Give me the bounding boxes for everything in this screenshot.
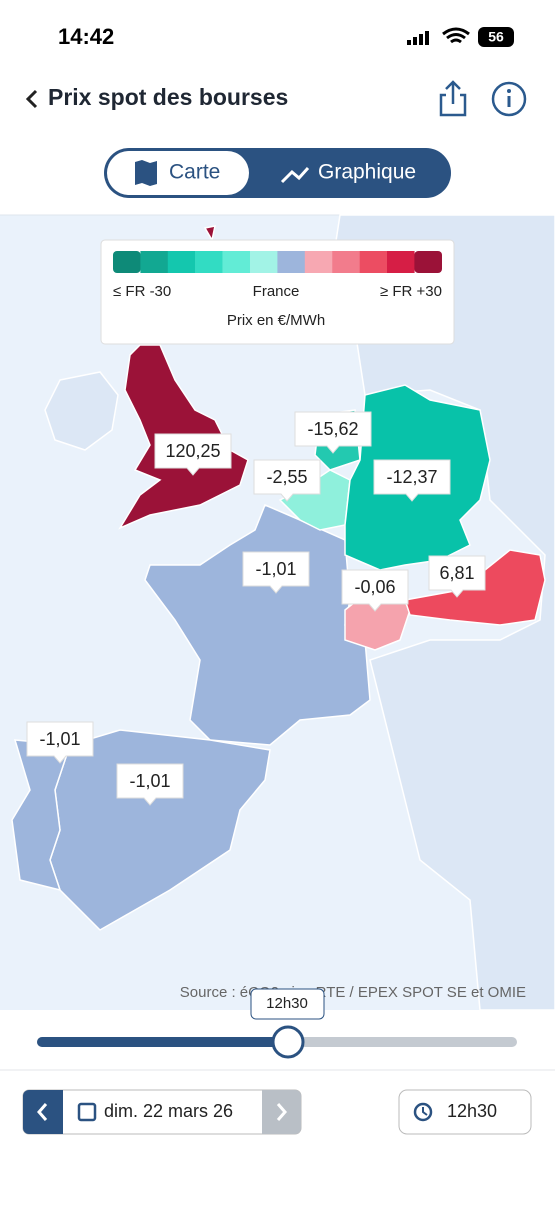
prev-day-button[interactable] [23, 1090, 63, 1134]
wifi-icon [442, 27, 470, 44]
price-label: -0,06 [354, 577, 395, 597]
signal-icon [407, 31, 429, 45]
info-button[interactable] [491, 81, 527, 117]
label-box [154, 433, 232, 476]
clock-hand [422, 1107, 428, 1116]
status-time: 14:42 [58, 24, 114, 49]
legend-swatch [277, 251, 305, 273]
price-label: -2,55 [266, 467, 307, 487]
label-box [242, 551, 310, 594]
legend-swatch [167, 251, 196, 273]
price-label: -1,01 [39, 729, 80, 749]
legend-swatch [250, 251, 278, 273]
time-picker[interactable] [398, 1089, 532, 1135]
map-icon [135, 160, 157, 186]
price-label: -15,62 [307, 419, 358, 439]
legend-unit: Prix en €/MWh [227, 312, 325, 329]
legend-label: France [253, 283, 300, 300]
legend-label: ≤ FR -30 [113, 283, 171, 300]
legend-swatch [140, 251, 168, 273]
legend-swatch [113, 251, 141, 273]
prev-icon [37, 1103, 48, 1121]
slider-fill [37, 1037, 288, 1047]
legend-swatch [414, 251, 442, 273]
label-box [341, 569, 409, 612]
next-day-button[interactable] [262, 1090, 301, 1134]
label-box [253, 459, 321, 502]
slider-tooltip-text: 12h30 [266, 995, 308, 1012]
legend-label: ≥ FR +30 [380, 283, 442, 300]
country [11, 739, 72, 892]
battery-icon [478, 27, 514, 47]
battery-level: 56 [488, 29, 504, 45]
tab-label[interactable]: Carte [169, 161, 220, 184]
slider-thumb[interactable] [271, 1025, 305, 1059]
source: Source : éCO2mix - RTE / EPEX SPOT SE et… [180, 984, 526, 1001]
legend: ≤ FR -30 France ≥ FR +30 Prix en €/MWh [100, 239, 455, 345]
next-icon [276, 1103, 287, 1121]
date-text[interactable]: dim. 22 mars 26 [104, 1101, 233, 1121]
label-box [428, 555, 486, 598]
calendar-icon [77, 1102, 97, 1122]
price-label: -1,01 [255, 559, 296, 579]
land [44, 371, 119, 451]
label-box [26, 721, 94, 764]
price-label: -12,37 [386, 467, 437, 487]
legend-swatch [332, 251, 360, 273]
time-text[interactable]: 12h30 [447, 1101, 497, 1121]
legend-swatch [359, 251, 388, 273]
header-title: Prix spot des bourses [48, 84, 288, 110]
price-label: -1,01 [129, 771, 170, 791]
back-button[interactable] [25, 89, 38, 109]
price-label: 120,25 [165, 441, 220, 461]
clock-icon [413, 1102, 433, 1122]
label-box [373, 459, 451, 502]
map [11, 214, 555, 1011]
label-box [294, 411, 372, 454]
share-button[interactable] [439, 80, 467, 117]
tab-label[interactable]: Graphique [318, 161, 416, 184]
price-label: 6,81 [439, 563, 474, 583]
chart-icon [280, 166, 310, 184]
legend-swatch [387, 251, 415, 273]
label-box [116, 763, 184, 806]
legend-swatch [222, 251, 251, 273]
legend-swatch [195, 251, 223, 273]
slider-tooltip [250, 988, 325, 1020]
legend-swatch [304, 251, 333, 273]
